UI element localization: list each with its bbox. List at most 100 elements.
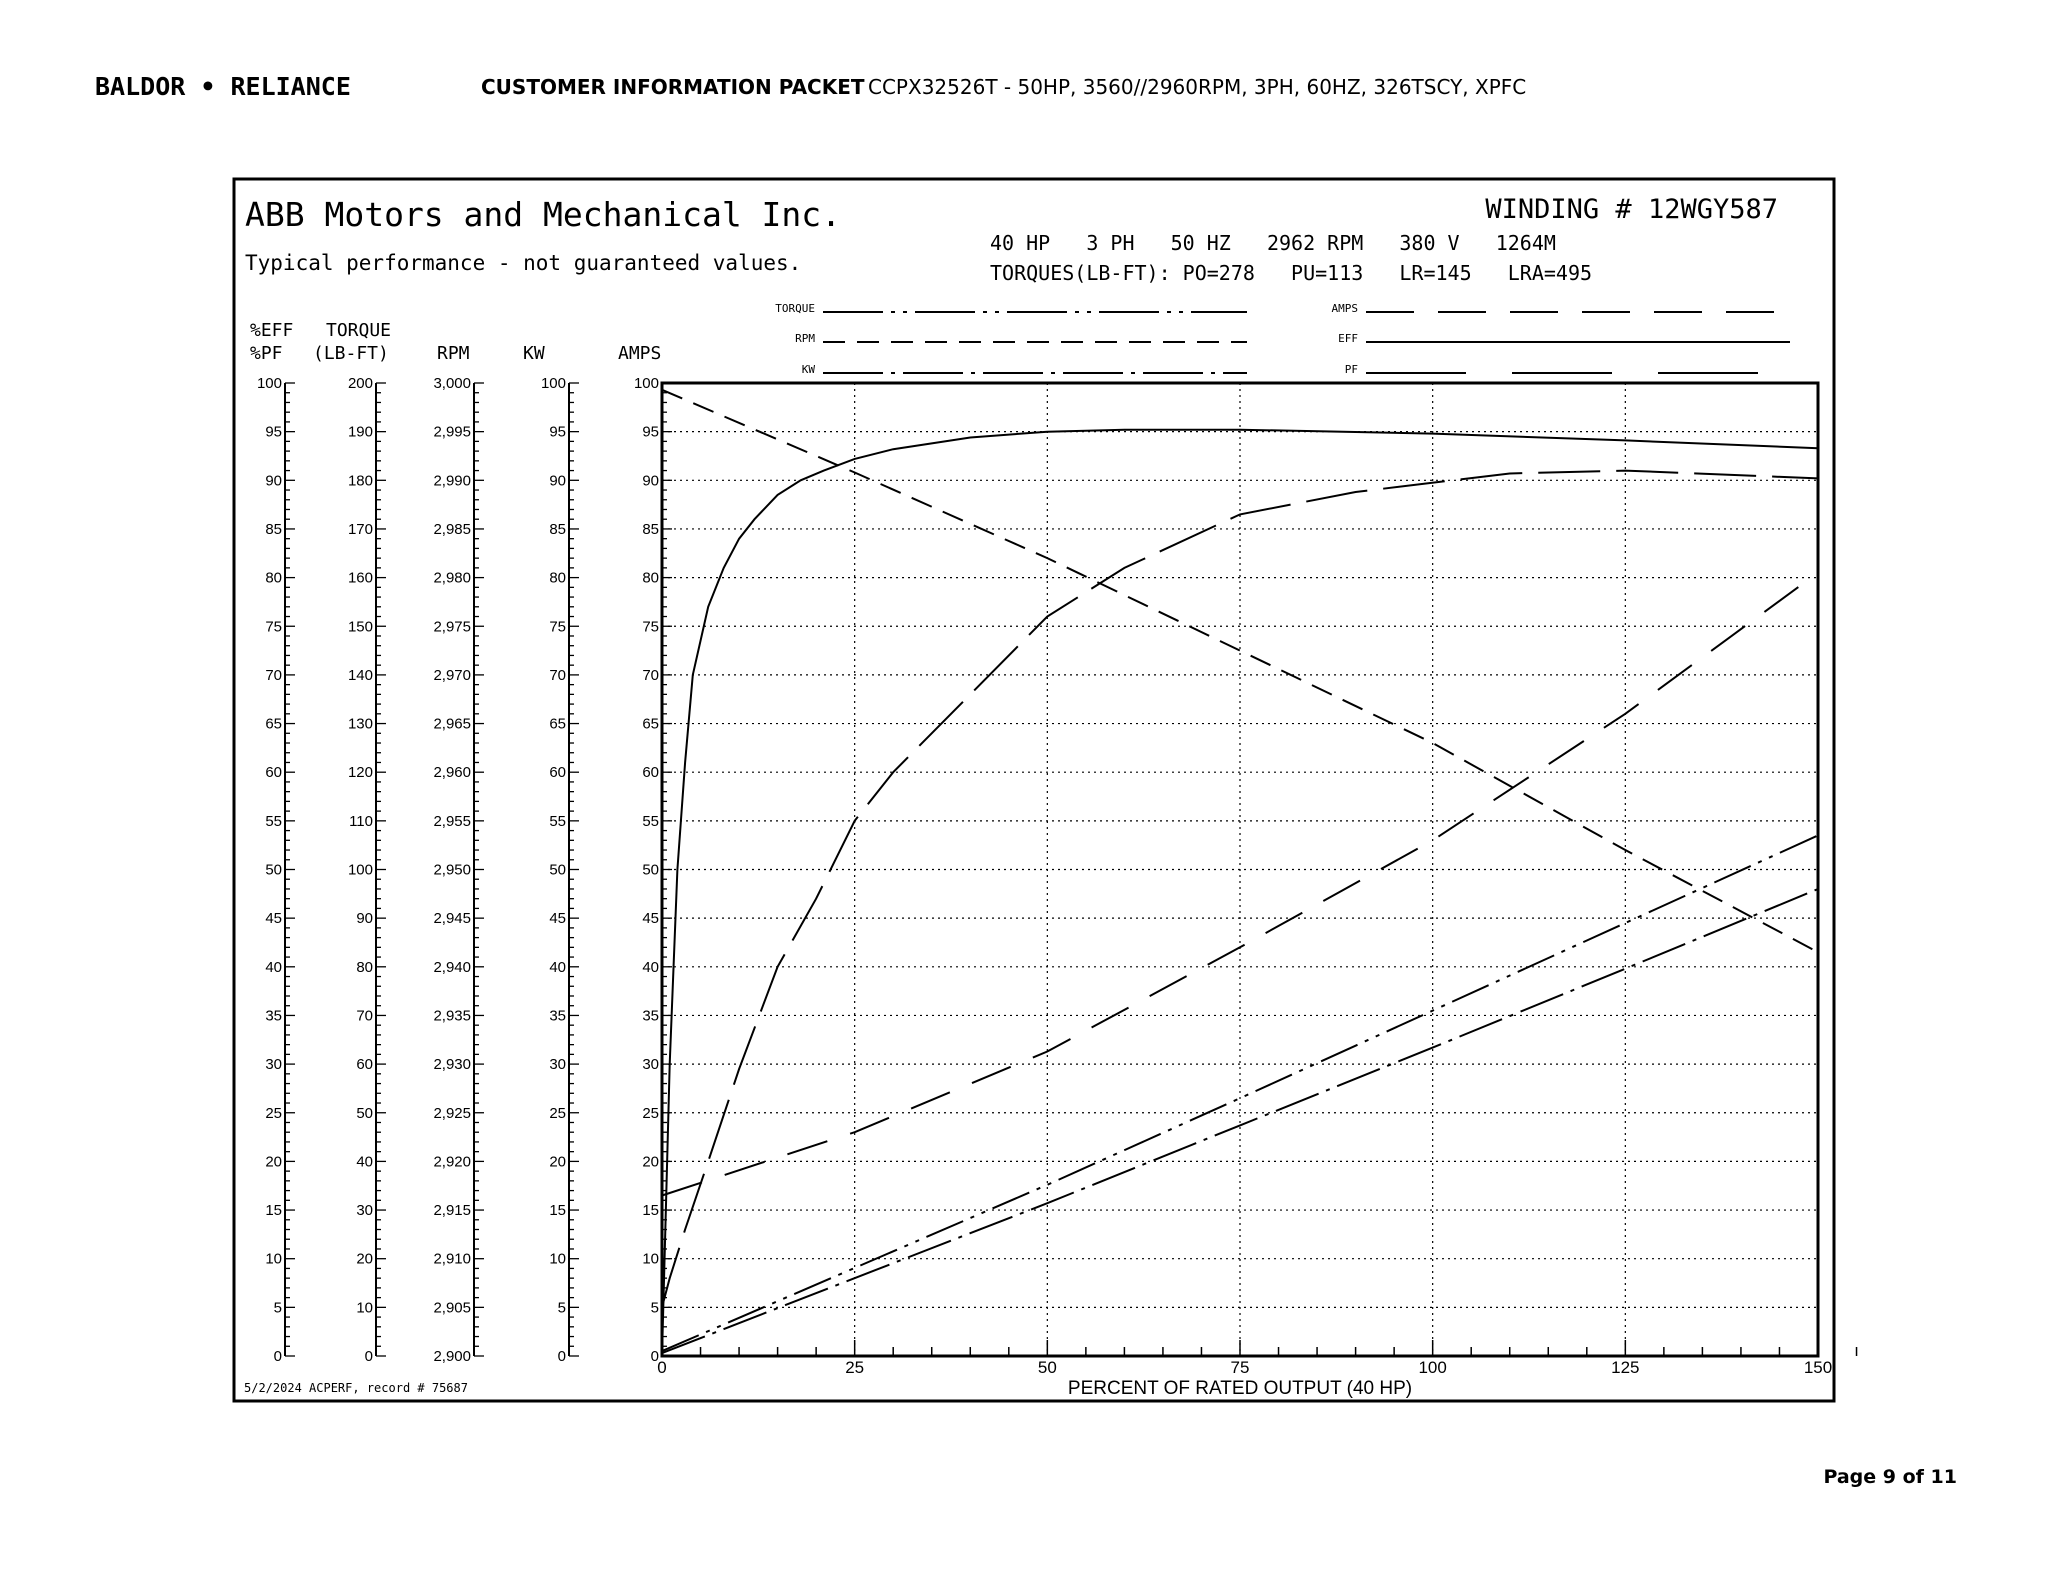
y-tick-label: 2,905: [433, 1299, 471, 1316]
y-tick-label: 100: [634, 375, 659, 392]
legend-label: RPM: [795, 332, 815, 345]
y-tick-label: 160: [348, 570, 373, 587]
legend-label: EFF: [1338, 332, 1358, 345]
y-tick-label: 55: [642, 813, 659, 830]
y-tick-label: 10: [265, 1251, 282, 1268]
y-tick-label: 2,950: [433, 862, 471, 879]
y-tick-label: 70: [642, 667, 659, 684]
y-tick-label: 90: [356, 910, 373, 927]
axis-header: AMPS: [618, 343, 661, 364]
y-tick-label: 80: [642, 570, 659, 587]
y-tick-label: 0: [274, 1348, 282, 1365]
y-tick-label: 75: [549, 618, 566, 635]
y-tick-label: 5: [274, 1299, 282, 1316]
y-tick-label: 2,990: [433, 472, 471, 489]
y-tick-label: 120: [348, 764, 373, 781]
y-tick-label: 25: [642, 1105, 659, 1122]
y-tick-label: 45: [549, 910, 566, 927]
y-tick-label: 20: [265, 1153, 282, 1170]
y-tick-label: 190: [348, 424, 373, 441]
company-name: ABB Motors and Mechanical Inc.: [245, 195, 841, 234]
y-tick-label: 2,910: [433, 1251, 471, 1268]
y-tick-label: 10: [642, 1251, 659, 1268]
x-tick-label: 0: [657, 1358, 666, 1377]
disclaimer: Typical performance - not guaranteed val…: [245, 251, 801, 275]
baldor-reliance-logo: BALDOR • RELIANCE: [95, 72, 351, 101]
y-tick-label: 2,900: [433, 1348, 471, 1365]
y-tick-label: 3,000: [433, 375, 471, 392]
y-tick-label: 70: [356, 1007, 373, 1024]
plot-area: [660, 381, 1820, 1358]
y-tick-label: 90: [642, 472, 659, 489]
y-tick-label: 2,975: [433, 618, 471, 635]
y-tick-label: 35: [265, 1007, 282, 1024]
y-tick-label: 50: [549, 862, 566, 879]
y-tick-label: 15: [549, 1202, 566, 1219]
y-tick-label: 2,925: [433, 1105, 471, 1122]
series-torque-line: [661, 834, 1819, 1353]
y-tick-label: 2,965: [433, 716, 471, 733]
legend-label: AMPS: [1332, 302, 1359, 315]
y-tick-label: 2,980: [433, 570, 471, 587]
y-tick-label: 110: [349, 813, 373, 830]
x-tick-label: 75: [1231, 1358, 1250, 1377]
legend: TORQUE RPM KW AMPS EFF PF: [775, 302, 1790, 376]
y-tick-label: 10: [356, 1299, 373, 1316]
y-tick-label: 50: [642, 862, 659, 879]
y-tick-label: 70: [549, 667, 566, 684]
y-tick-label: 0: [558, 1348, 566, 1365]
y-tick-label: 90: [265, 472, 282, 489]
x-tick-label: 150: [1804, 1358, 1832, 1377]
y-tick-label: 35: [642, 1007, 659, 1024]
x-axis: 0 25 50 75 100 125 150: [657, 1340, 1858, 1377]
x-axis-label: PERCENT OF RATED OUTPUT (40 HP): [1068, 1378, 1412, 1399]
y-tick-label: 170: [348, 521, 373, 538]
section-title: CUSTOMER INFORMATION PACKET: [481, 75, 865, 99]
y-tick-label: 2,915: [433, 1202, 471, 1219]
y-tick-label: 55: [265, 813, 282, 830]
winding-number: WINDING # 12WGY587: [1485, 194, 1778, 225]
y-tick-label: 20: [356, 1251, 373, 1268]
y-tick-label: 100: [541, 375, 566, 392]
axis-header: (LB-FT): [313, 343, 389, 364]
legend-label: KW: [802, 363, 816, 376]
y-tick-label: 5: [558, 1299, 566, 1316]
y-tick-label: 55: [549, 813, 566, 830]
y-tick-label: 45: [265, 910, 282, 927]
y-tick-label: 30: [356, 1202, 373, 1219]
y-tick-label: 2,930: [433, 1056, 471, 1073]
y-tick-label: 10: [549, 1251, 566, 1268]
y-tick-label: 20: [642, 1153, 659, 1170]
y-tick-label: 2,955: [433, 813, 471, 830]
y-tick-label: 2,920: [433, 1153, 471, 1170]
rating-line: 40 HP 3 PH 50 HZ 2962 RPM 380 V 1264M: [990, 231, 1556, 255]
x-tick-label: 100: [1418, 1358, 1446, 1377]
torques-line: TORQUES(LB-FT): PO=278 PU=113 LR=145 LRA…: [990, 261, 1592, 285]
y-tick-label: 140: [348, 667, 373, 684]
y-tick-label: 15: [642, 1202, 659, 1219]
legend-label: TORQUE: [775, 302, 815, 315]
y-axes: 0510152025303540455055606570758085909510…: [250, 320, 672, 1365]
model-line: CCPX32526T - 50HP, 3560//2960RPM, 3PH, 6…: [868, 75, 1526, 99]
axis-header: %EFF: [250, 320, 293, 341]
y-tick-label: 85: [549, 521, 566, 538]
y-tick-label: 25: [549, 1105, 566, 1122]
record-footer: 5/2/2024 ACPERF, record # 75687: [244, 1381, 468, 1395]
y-tick-label: 2,985: [433, 521, 471, 538]
y-tick-label: 40: [642, 959, 659, 976]
axis-header: TORQUE: [326, 320, 391, 341]
y-tick-label: 0: [651, 1348, 659, 1365]
y-tick-label: 100: [348, 862, 373, 879]
y-tick-label: 150: [348, 618, 373, 635]
y-tick-label: 65: [265, 716, 282, 733]
y-tick-label: 80: [356, 959, 373, 976]
chart-frame: [232, 177, 1836, 1403]
y-tick-label: 0: [365, 1348, 373, 1365]
y-tick-label: 75: [265, 618, 282, 635]
y-tick-label: 95: [642, 424, 659, 441]
x-tick-label: 50: [1038, 1358, 1057, 1377]
y-tick-label: 2,970: [433, 667, 471, 684]
y-tick-label: 130: [348, 716, 373, 733]
axis-header: RPM: [437, 343, 470, 364]
